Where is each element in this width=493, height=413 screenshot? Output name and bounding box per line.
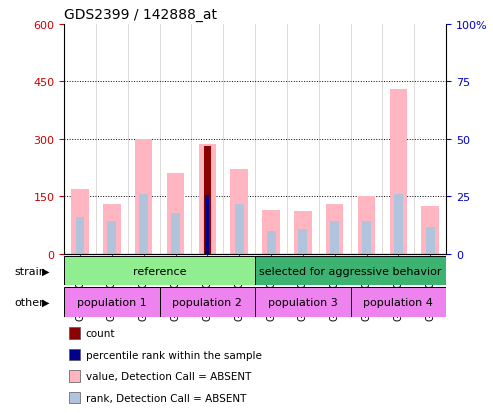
Bar [103, 204, 121, 254]
Text: GDS2399 / 142888_at: GDS2399 / 142888_at [64, 8, 217, 22]
Bar [267, 231, 276, 254]
Bar [160, 287, 255, 317]
Text: population 4: population 4 [363, 297, 433, 307]
Text: rank, Detection Call = ABSENT: rank, Detection Call = ABSENT [86, 393, 246, 403]
Bar [235, 204, 244, 254]
Bar [171, 214, 180, 254]
Bar [204, 147, 211, 254]
Bar [107, 221, 116, 254]
Bar [139, 195, 148, 254]
Bar [167, 174, 184, 254]
Bar [294, 212, 312, 254]
Text: ▶: ▶ [42, 266, 49, 276]
Bar [358, 197, 375, 254]
Bar [255, 287, 351, 317]
Bar [262, 210, 280, 254]
Bar [255, 256, 446, 286]
Text: percentile rank within the sample: percentile rank within the sample [86, 350, 262, 360]
Text: population 2: population 2 [173, 297, 242, 307]
Bar [71, 189, 89, 254]
Text: population 1: population 1 [77, 297, 147, 307]
Text: reference: reference [133, 266, 186, 276]
Bar [362, 221, 371, 254]
Text: strain: strain [15, 266, 47, 276]
Bar [422, 206, 439, 254]
Bar [330, 221, 339, 254]
Bar [351, 287, 446, 317]
Text: population 3: population 3 [268, 297, 338, 307]
Bar [326, 204, 344, 254]
Bar [64, 287, 160, 317]
Bar [206, 196, 210, 254]
Bar [64, 256, 255, 286]
Bar [230, 170, 248, 254]
Text: other: other [15, 297, 44, 307]
Bar [426, 227, 435, 254]
Text: count: count [86, 328, 115, 338]
Bar [298, 229, 307, 254]
Bar [75, 218, 84, 254]
Bar [135, 140, 152, 254]
Bar [199, 145, 216, 254]
Text: selected for aggressive behavior: selected for aggressive behavior [259, 266, 442, 276]
Bar [394, 195, 403, 254]
Text: ▶: ▶ [42, 297, 49, 307]
Text: value, Detection Call = ABSENT: value, Detection Call = ABSENT [86, 371, 251, 381]
Bar [203, 196, 212, 254]
Bar [389, 90, 407, 254]
